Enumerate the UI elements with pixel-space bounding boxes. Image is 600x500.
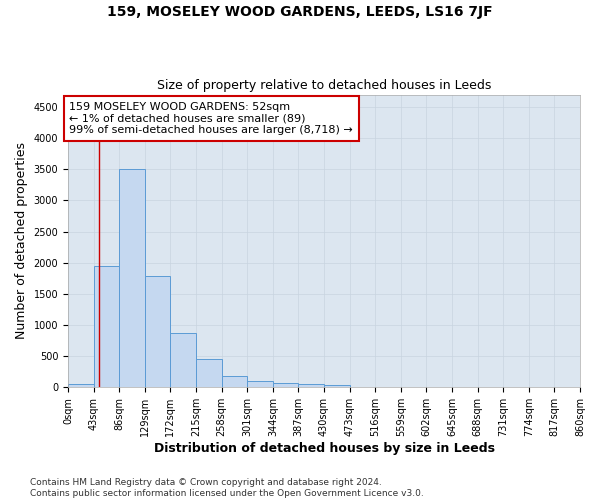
- Y-axis label: Number of detached properties: Number of detached properties: [15, 142, 28, 340]
- Bar: [298, 384, 324, 388]
- Bar: [145, 276, 170, 388]
- Bar: [68, 384, 94, 388]
- Title: Size of property relative to detached houses in Leeds: Size of property relative to detached ho…: [157, 79, 491, 92]
- Text: Contains HM Land Registry data © Crown copyright and database right 2024.
Contai: Contains HM Land Registry data © Crown c…: [30, 478, 424, 498]
- Bar: [170, 333, 196, 388]
- Bar: [94, 266, 119, 388]
- Bar: [247, 381, 273, 388]
- X-axis label: Distribution of detached houses by size in Leeds: Distribution of detached houses by size …: [154, 442, 494, 455]
- Bar: [273, 384, 298, 388]
- Bar: [324, 386, 350, 388]
- Bar: [221, 376, 247, 388]
- Text: 159, MOSELEY WOOD GARDENS, LEEDS, LS16 7JF: 159, MOSELEY WOOD GARDENS, LEEDS, LS16 7…: [107, 5, 493, 19]
- Text: 159 MOSELEY WOOD GARDENS: 52sqm
← 1% of detached houses are smaller (89)
99% of : 159 MOSELEY WOOD GARDENS: 52sqm ← 1% of …: [69, 102, 353, 135]
- Bar: [196, 358, 221, 388]
- Bar: [350, 386, 375, 388]
- Bar: [119, 170, 145, 388]
